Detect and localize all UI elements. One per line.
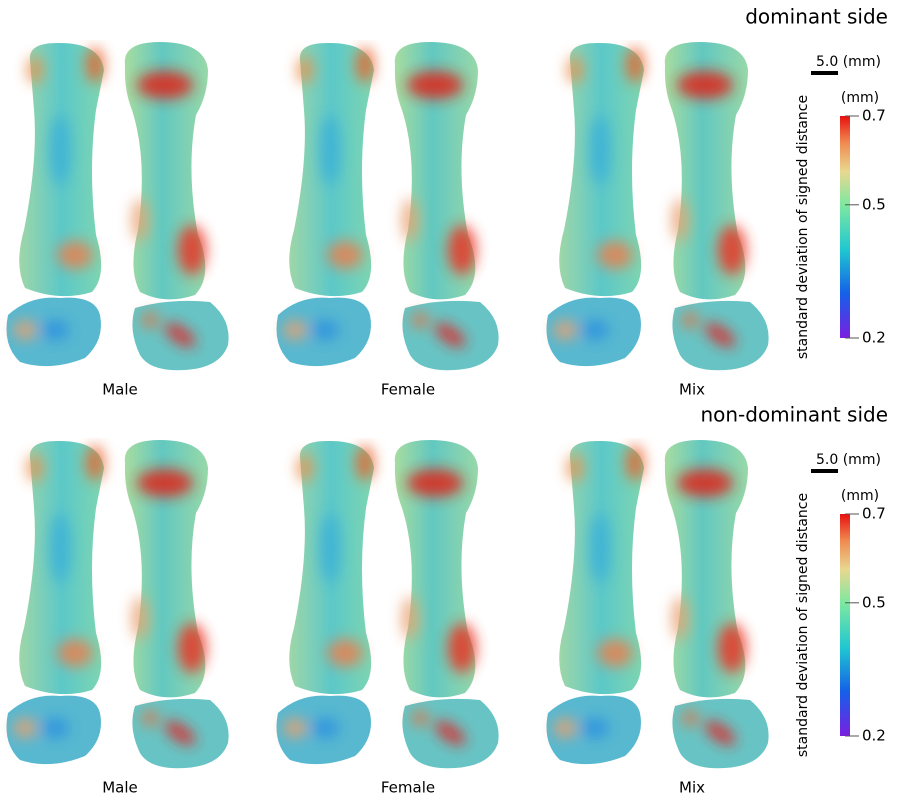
bone-render — [277, 42, 499, 370]
colorbar-unit: (mm) — [841, 488, 879, 504]
group-label: Female — [381, 381, 435, 399]
panel-title: dominant side — [745, 5, 888, 29]
colorbar-tick-label: 0.5 — [862, 195, 886, 213]
colorbar — [840, 514, 850, 736]
colorbar-tick-label: 0.5 — [862, 593, 886, 611]
colorbar-label: standard deviation of signed distance — [795, 95, 811, 359]
bone-render — [547, 440, 769, 768]
group-label: Mix — [679, 381, 705, 399]
scale-bar-label: 5.0 (mm) — [816, 452, 881, 468]
colorbar-tick-label: 0.7 — [862, 505, 886, 523]
colorbar-unit: (mm) — [841, 90, 879, 106]
panel: non-dominant side Male Female Mix 5.0 (mm) (m… — [7, 403, 888, 797]
bone-render — [7, 42, 229, 370]
colorbar-tick-label: 0.2 — [862, 727, 886, 745]
panel: dominant side Male Female Mix 5.0 (mm) (mm) st… — [7, 5, 888, 399]
panel-title: non-dominant side — [700, 403, 888, 427]
colorbar-label: standard deviation of signed distance — [795, 493, 811, 757]
colorbar-tick-label: 0.7 — [862, 107, 886, 125]
bone-render — [277, 440, 499, 768]
group-label: Male — [102, 381, 138, 399]
bone-render — [7, 440, 229, 768]
bone-render — [547, 42, 769, 370]
colorbar — [840, 116, 850, 338]
group-label: Mix — [679, 779, 705, 797]
group-label: Male — [102, 779, 138, 797]
colorbar-tick-label: 0.2 — [862, 329, 886, 347]
group-label: Female — [381, 779, 435, 797]
scale-bar-label: 5.0 (mm) — [816, 54, 881, 70]
